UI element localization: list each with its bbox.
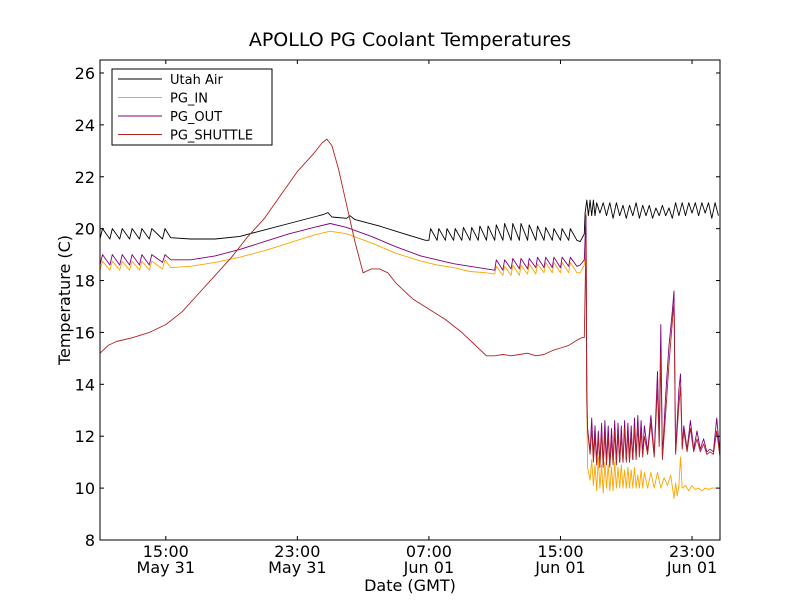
x-tick-label-date: May 31 xyxy=(137,558,196,577)
x-tick-label-date: Jun 01 xyxy=(534,558,585,577)
y-tick-label: 18 xyxy=(75,272,95,291)
y-tick-label: 12 xyxy=(75,427,95,446)
legend-entry: PG_OUT xyxy=(170,110,222,125)
x-tick-label-date: Jun 01 xyxy=(403,558,454,577)
plot-area xyxy=(99,138,721,499)
x-tick-label-time: 23:00 xyxy=(669,542,715,561)
y-tick-label: 10 xyxy=(75,479,95,498)
series-line-utah-air xyxy=(99,199,719,243)
x-tick-label-time: 07:00 xyxy=(406,542,452,561)
x-axis-label: Date (GMT) xyxy=(364,576,456,595)
chart-title: APOLLO PG Coolant Temperatures xyxy=(249,29,571,51)
legend-entry: PG_SHUTTLE xyxy=(170,129,253,144)
series-line-pg-out xyxy=(99,215,721,466)
y-tick-label: 16 xyxy=(75,323,95,342)
axes-frame xyxy=(99,59,721,541)
x-tick-label-date: Jun 01 xyxy=(666,558,717,577)
x-tick-label-time: 15:00 xyxy=(537,542,583,561)
legend-entry: PG_IN xyxy=(170,92,208,107)
y-axis: 8 10 12 14 16 18 20 22 24 26 xyxy=(75,64,720,550)
y-tick-label: 22 xyxy=(75,168,95,187)
legend-entry: Utah Air xyxy=(170,73,223,88)
series-line-pg-in xyxy=(99,212,719,499)
x-tick-label-time: 23:00 xyxy=(274,542,320,561)
x-tick-label-date: May 31 xyxy=(268,558,327,577)
y-tick-label: 14 xyxy=(75,375,95,394)
y-tick-label: 20 xyxy=(75,220,95,239)
y-tick-label: 8 xyxy=(85,531,95,550)
y-tick-label: 26 xyxy=(75,64,95,83)
x-tick-label-time: 15:00 xyxy=(143,542,189,561)
legend: Utah Air PG_IN PG_OUT PG_SHUTTLE xyxy=(111,68,273,146)
y-tick-label: 24 xyxy=(75,116,95,135)
y-axis-label: Temperature (C) xyxy=(55,235,74,366)
series-line-pg-shuttle xyxy=(99,138,721,468)
legend-box xyxy=(111,68,273,146)
